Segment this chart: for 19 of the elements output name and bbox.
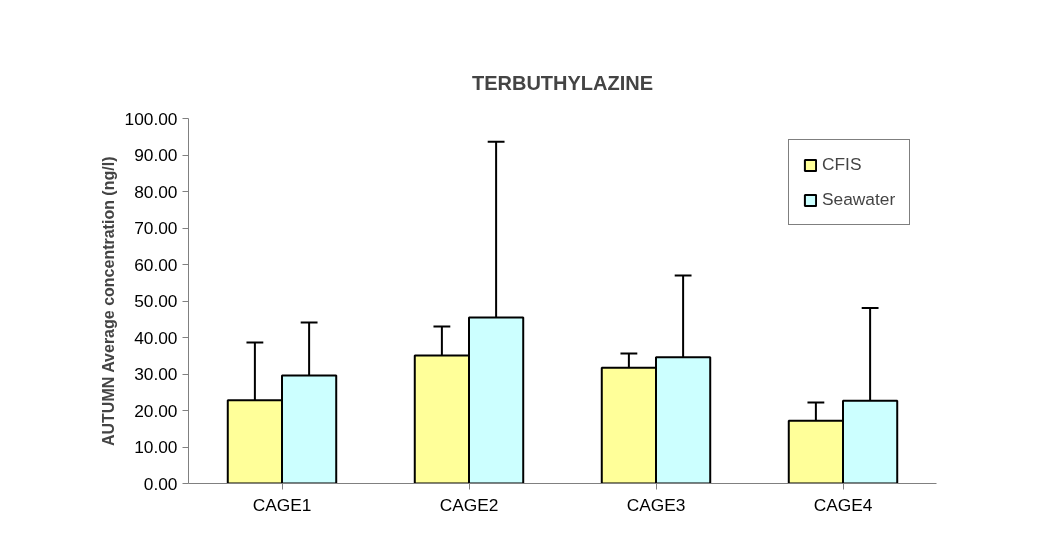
y-tick-label: 30.00 [134,364,178,384]
legend-label: CFIS [822,154,862,175]
y-tick-label: 100.00 [124,108,178,129]
x-tick-label: CAGE2 [439,494,499,515]
x-tick-label: CAGE3 [626,494,686,515]
x-tick-label: CAGE1 [252,494,312,515]
y-axis-title: AUTUMN Average concentration (ng/l) [99,156,117,447]
y-tick-label: 50.00 [134,291,178,311]
y-tick-label: 70.00 [134,218,178,238]
y-tick-label: 60.00 [134,254,178,275]
y-tick-label: 0.00 [143,473,178,494]
chart-title: TERBUTHYLAZINE [471,71,654,94]
y-tick-label: 80.00 [134,181,178,202]
y-tick-label: 90.00 [134,145,178,165]
y-tick-label: 20.00 [134,400,178,421]
y-tick-label: 40.00 [134,327,178,348]
y-tick-label: 10.00 [134,437,178,457]
legend-label: Seawater [822,189,896,210]
x-tick-label: CAGE4 [813,494,873,515]
